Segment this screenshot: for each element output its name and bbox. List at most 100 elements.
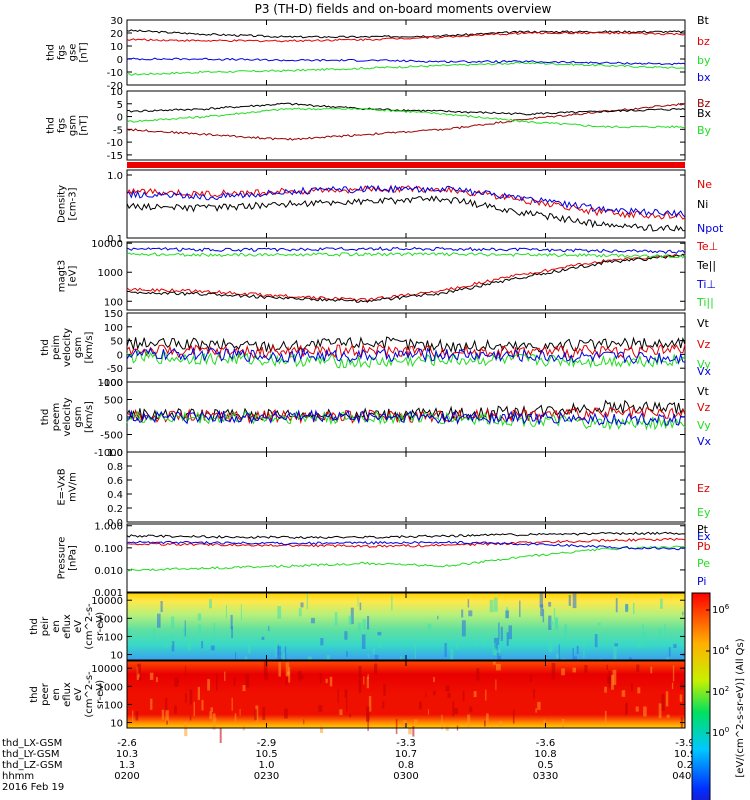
heatmap-texture bbox=[349, 713, 352, 718]
series-line-pb bbox=[126, 537, 686, 548]
heatmap-texture bbox=[156, 677, 158, 683]
heatmap-texture bbox=[185, 665, 187, 676]
heatmap-texture bbox=[497, 653, 502, 666]
heatmap-texture bbox=[201, 699, 204, 711]
ytick-label: 0.1 bbox=[107, 234, 123, 245]
heatmap-texture bbox=[531, 636, 534, 644]
series-line-te bbox=[126, 253, 686, 303]
legend-bt: Bt bbox=[697, 14, 710, 27]
heatmap-texture bbox=[284, 708, 288, 719]
colorbar-tick-label: 100 bbox=[712, 726, 729, 739]
heatmap-texture bbox=[553, 608, 556, 620]
heatmap-texture bbox=[452, 701, 455, 717]
heatmap-texture bbox=[339, 709, 343, 716]
xaxis-value: 0.5 bbox=[538, 760, 554, 771]
heatmap-texture bbox=[275, 640, 277, 658]
heatmap-texture bbox=[672, 665, 675, 682]
series-line-pi bbox=[126, 540, 686, 551]
heatmap-texture bbox=[635, 706, 639, 712]
heatmap-texture bbox=[357, 596, 359, 607]
ylabel-line: gse bbox=[68, 44, 79, 62]
heatmap-texture bbox=[300, 602, 304, 608]
heatmap-texture bbox=[197, 686, 200, 700]
ylabel-line: [eV] bbox=[68, 266, 79, 287]
heatmap-texture bbox=[174, 677, 179, 687]
ytick-label: 0.0 bbox=[107, 518, 123, 529]
heatmap-texture bbox=[262, 707, 266, 720]
heatmap-texture bbox=[614, 643, 618, 647]
heatmap-texture bbox=[306, 593, 308, 610]
heatmap-texture bbox=[242, 685, 246, 692]
heatmap-texture bbox=[412, 726, 415, 737]
heatmap-texture bbox=[170, 633, 173, 646]
heatmap-texture bbox=[556, 653, 560, 659]
heatmap-texture bbox=[643, 631, 647, 640]
legend-by: by bbox=[697, 54, 711, 67]
panel-fgs_gse: 30 20 10 0 -10 -20 thd fgs gse [nT] Bt bz by bx bbox=[46, 14, 711, 92]
ylabel-line: fgs bbox=[57, 118, 68, 133]
ytick-label: 0.010 bbox=[94, 566, 123, 577]
ytick-label: 1000 bbox=[98, 682, 123, 693]
heatmap-texture bbox=[494, 597, 498, 612]
panel-efield: 1.0 0.8 0.6 0.4 0.2 0.0 E=-VxB mV/m Ez Ey Ex bbox=[57, 448, 711, 543]
heatmap-texture bbox=[462, 691, 465, 702]
heatmap-texture bbox=[683, 635, 685, 641]
heatmap-texture bbox=[182, 627, 186, 638]
ylabel-line: gsm bbox=[68, 115, 79, 136]
heatmap-texture bbox=[402, 720, 407, 728]
ytick-label: 0.4 bbox=[107, 490, 123, 501]
ytick-label: -10 bbox=[107, 138, 123, 149]
ytick-label: 0 bbox=[117, 413, 123, 424]
xaxis-value: 0200 bbox=[114, 771, 139, 782]
heatmap-texture bbox=[506, 632, 509, 646]
series-line-ne bbox=[126, 184, 686, 220]
heatmap-texture bbox=[486, 713, 489, 725]
heatmap-texture bbox=[408, 727, 412, 735]
heatmap-texture bbox=[642, 635, 646, 647]
heatmap-texture bbox=[554, 618, 558, 630]
heatmap-texture bbox=[454, 708, 458, 714]
xaxis-value: 10.8 bbox=[534, 749, 556, 760]
heatmap-texture bbox=[395, 719, 398, 734]
panel-peem_velocity: 1000 500 0 -500 -1000 thd peem velocity gsm [km/s… bbox=[40, 378, 712, 459]
legend-vz: Vz bbox=[697, 338, 711, 351]
heatmap-texture bbox=[519, 600, 521, 617]
heatmap-texture bbox=[382, 700, 385, 709]
ytick-label: 0.001 bbox=[94, 588, 123, 599]
heatmap-texture bbox=[564, 637, 567, 645]
ylabel-line: eV bbox=[73, 688, 84, 701]
legend-ne: Ne bbox=[697, 178, 712, 191]
legend-pi: Pi bbox=[697, 575, 706, 588]
ylabel-line: gsm bbox=[73, 337, 84, 358]
ylabel-line: eV bbox=[73, 620, 84, 633]
heatmap-texture bbox=[263, 661, 268, 677]
xaxis-value: 1.0 bbox=[259, 760, 275, 771]
series-line-bz bbox=[126, 31, 686, 43]
legend-ti: Ti⊥ bbox=[696, 278, 716, 291]
heatmap-texture bbox=[500, 626, 503, 641]
panel-peir_eflux: 10000 1000 100 10 thd peir en eflux eV (cm^2-s-sr… bbox=[29, 592, 686, 676]
heatmap-texture bbox=[568, 594, 571, 606]
heatmap-texture bbox=[461, 609, 464, 618]
heatmap-texture bbox=[535, 708, 537, 713]
heatmap-texture bbox=[484, 720, 486, 727]
heatmap-texture bbox=[367, 674, 369, 679]
heatmap-texture bbox=[608, 670, 611, 688]
xaxis-value: 0300 bbox=[393, 771, 418, 782]
ytick-label: 100 bbox=[104, 700, 123, 711]
legend-bx: Bx bbox=[697, 107, 712, 120]
heatmap-texture bbox=[548, 640, 553, 653]
heatmap-texture bbox=[548, 602, 552, 607]
heatmap-texture bbox=[233, 677, 236, 686]
heatmap-texture bbox=[166, 720, 168, 725]
ylabel-line: [km/s] bbox=[84, 331, 95, 363]
heatmap-texture bbox=[348, 615, 352, 625]
ytick-label: -500 bbox=[100, 431, 123, 442]
xaxis-value: 0400 bbox=[672, 771, 697, 782]
ytick-label: -100 bbox=[100, 378, 123, 389]
heatmap-texture bbox=[558, 644, 560, 661]
heatmap-texture bbox=[612, 669, 617, 685]
ytick-label: 100 bbox=[104, 297, 123, 308]
heatmap-texture bbox=[508, 625, 512, 640]
series-line-vt bbox=[126, 336, 686, 354]
